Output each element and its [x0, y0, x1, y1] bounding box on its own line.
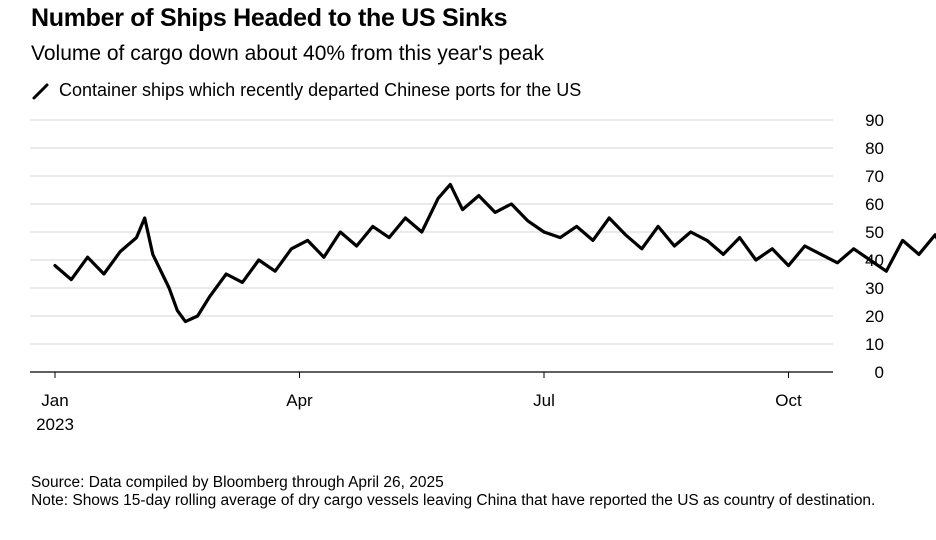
chart-title: Number of Ships Headed to the US Sinks [31, 4, 508, 32]
data-point [176, 309, 179, 312]
x-tick-year-label: 2023 [36, 415, 74, 434]
data-point [184, 320, 187, 323]
data-point [543, 231, 545, 233]
data-point [339, 231, 342, 233]
y-tick-label: 50 [865, 223, 884, 242]
chart-subtitle: Volume of cargo down about 40% from this… [31, 42, 544, 65]
data-point [151, 253, 154, 256]
y-tick-label: 0 [875, 363, 884, 382]
data-point [901, 239, 904, 242]
data-point [86, 256, 89, 259]
data-point [494, 211, 496, 214]
data-point [54, 264, 56, 267]
data-point [257, 259, 260, 261]
data-point [461, 208, 464, 211]
data-point [323, 256, 325, 259]
data-point [592, 239, 594, 242]
data-point [885, 270, 888, 273]
data-point [575, 225, 578, 228]
data-point [437, 197, 439, 200]
data-point [274, 270, 276, 273]
data-point [371, 225, 374, 228]
data-point [640, 247, 643, 250]
legend-label: Container ships which recently departed … [59, 80, 582, 100]
methodology-note: Note: Shows 15-day rolling average of dr… [31, 492, 876, 509]
y-tick-label: 90 [865, 111, 884, 130]
data-point [787, 264, 790, 267]
data-point [208, 295, 211, 298]
y-tick-label: 10 [865, 335, 884, 354]
data-point [771, 247, 774, 250]
data-point [404, 217, 407, 219]
data-point [388, 236, 390, 239]
data-point [420, 231, 423, 233]
data-point [103, 273, 105, 275]
data-point [306, 239, 309, 242]
y-tick-label: 60 [865, 195, 884, 214]
data-point [168, 287, 171, 289]
legend: Container ships which recently departed … [31, 80, 581, 101]
data-point [803, 245, 806, 247]
x-tick-label: Apr [286, 391, 313, 410]
data-point [355, 245, 358, 247]
data-point [918, 253, 920, 256]
legend-swatch-icon [32, 83, 49, 99]
y-tick-label: 70 [865, 167, 884, 186]
source-note: Source: Data compiled by Bloomberg throu… [31, 474, 444, 491]
data-point [196, 315, 199, 317]
data-point [624, 233, 627, 236]
data-point [738, 236, 741, 239]
chart-footer: Source: Data compiled by Bloomberg throu… [31, 474, 911, 510]
data-point [135, 236, 138, 239]
data-point [143, 217, 146, 219]
y-tick-label: 80 [865, 139, 884, 158]
x-tick-label: Jan [41, 391, 68, 410]
data-point [119, 250, 122, 253]
data-point [477, 194, 480, 197]
data-point [755, 259, 757, 261]
x-tick-label: Oct [775, 391, 802, 410]
data-point [526, 219, 529, 222]
data-point [241, 281, 244, 284]
data-point [722, 253, 725, 256]
data-point [559, 236, 562, 239]
data-point [449, 183, 452, 186]
data-point [70, 278, 73, 281]
data-point [608, 217, 611, 219]
data-point [820, 253, 822, 256]
data-point [510, 203, 513, 205]
data-point [657, 225, 659, 228]
data-point [673, 245, 676, 247]
data-point [869, 259, 871, 261]
data-point [706, 239, 708, 242]
data-point [689, 231, 692, 233]
data-point [290, 247, 293, 250]
data-point [852, 247, 855, 250]
y-tick-label: 20 [865, 307, 884, 326]
x-tick-label: Jul [533, 391, 555, 410]
data-point [836, 261, 839, 264]
y-tick-label: 30 [865, 279, 884, 298]
data-point [225, 273, 228, 275]
